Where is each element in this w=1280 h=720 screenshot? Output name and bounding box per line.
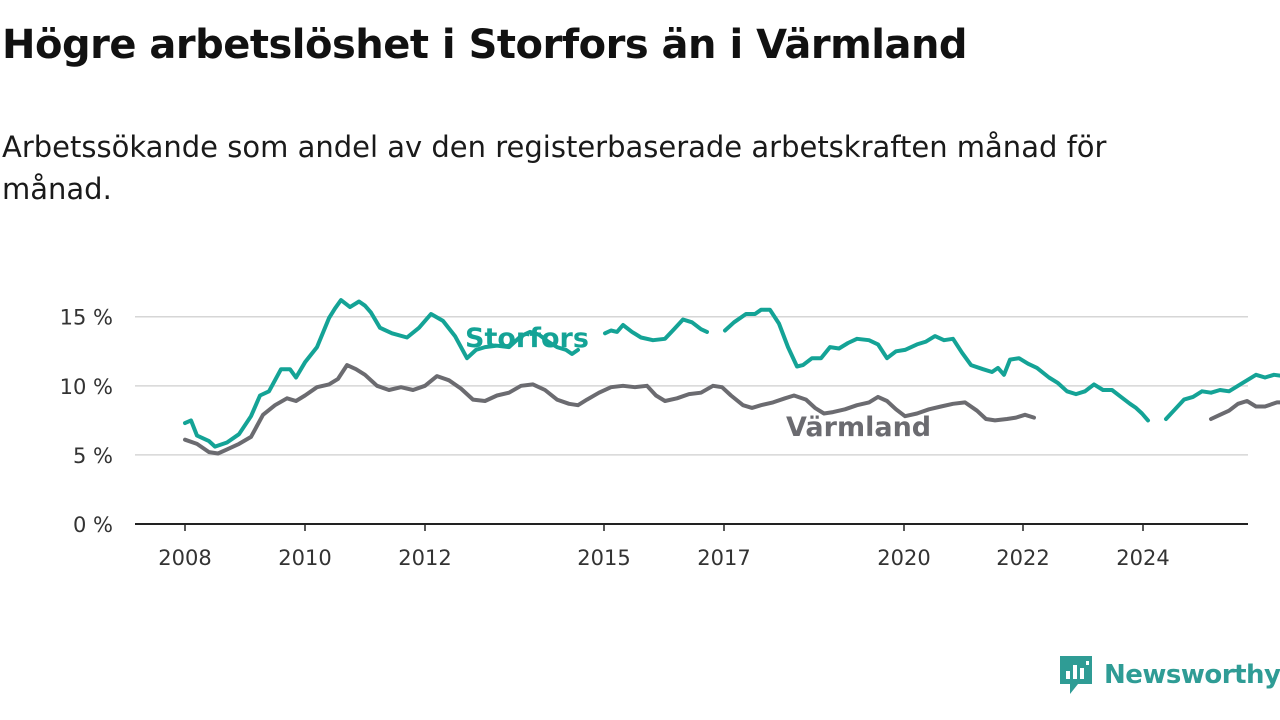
x-tick-label: 2012 [398, 546, 451, 570]
gridlines [135, 315, 1248, 456]
y-tick-label: 0 % [73, 513, 113, 537]
varmland-series-label: Värmland [786, 412, 931, 443]
storfors-series-label: Storfors [465, 323, 589, 354]
newsworthy-logo: Newsworthy [1058, 654, 1280, 696]
y-axis: 0 % 5 % 10 % 15 % [60, 306, 113, 537]
y-tick-label: 10 % [60, 375, 113, 399]
x-tick-label: 2017 [697, 546, 750, 570]
x-tick-label: 2010 [278, 546, 331, 570]
storfors-line [183, 298, 580, 449]
x-tick-label: 2024 [1116, 546, 1169, 570]
storfors-line [723, 307, 1150, 423]
newsworthy-logo-text: Newsworthy [1104, 660, 1280, 690]
y-tick-label: 15 % [60, 306, 113, 330]
x-tick-label: 2022 [996, 546, 1049, 570]
varmland-line [183, 363, 1036, 456]
varmland-line [1209, 399, 1280, 421]
chart-title: Högre arbetslöshet i Storfors än i Värml… [2, 22, 968, 68]
x-tick-label: 2020 [877, 546, 930, 570]
x-axis: 2008 2010 2012 2015 2017 2020 2022 2024 [135, 523, 1248, 570]
chart-subtitle: Arbetssökande som andel av den registerb… [2, 130, 1107, 206]
storfors-line [1164, 372, 1280, 421]
x-tick-label: 2008 [158, 546, 211, 570]
series-lines [183, 298, 1280, 456]
y-tick-label: 5 % [73, 444, 113, 468]
x-tick-label: 2015 [577, 546, 630, 570]
storfors-line [603, 317, 709, 343]
newsworthy-logo-icon [1060, 656, 1092, 694]
